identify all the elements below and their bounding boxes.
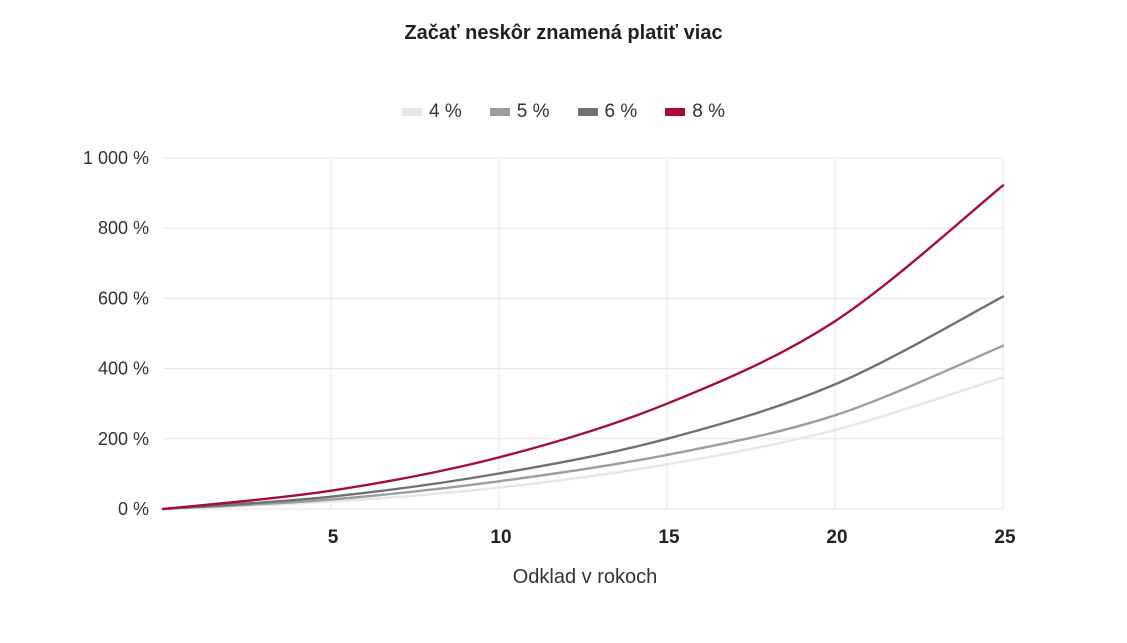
x-tick-label: 5 xyxy=(328,527,339,548)
series-lines xyxy=(161,184,1005,511)
x-tick-label: 25 xyxy=(994,527,1016,548)
series-line-3 xyxy=(161,184,1005,511)
legend-swatch-4 xyxy=(402,108,422,116)
legend-item-6[interactable]: 6 % xyxy=(577,101,638,123)
legend-label-4: 4 % xyxy=(429,101,462,122)
y-tick-label: 600 % xyxy=(98,288,149,308)
legend-item-5[interactable]: 5 % xyxy=(489,101,550,123)
series-line-1 xyxy=(161,344,1005,511)
legend-swatch-6 xyxy=(577,108,598,116)
y-tick-label: 200 % xyxy=(98,429,149,449)
legend-label-8: 8 % xyxy=(692,101,725,122)
legend-label-5: 5 % xyxy=(516,101,550,122)
y-tick-label: 800 % xyxy=(98,218,149,238)
grid xyxy=(163,157,1004,510)
x-tick-label: 10 xyxy=(490,527,511,548)
series-line-2 xyxy=(161,295,1005,511)
chart-title: Začať neskôr znamená platiť viac xyxy=(404,22,723,44)
legend-swatch-5 xyxy=(489,108,510,116)
y-tick-label: 400 % xyxy=(98,359,149,379)
x-axis: 5 10 15 20 25 xyxy=(328,527,1016,548)
legend-item-8[interactable]: 8 % xyxy=(665,101,725,123)
legend-label-6: 6 % xyxy=(604,101,638,122)
x-axis-label: Odklad v rokoch xyxy=(512,566,658,588)
legend: 4 % 5 % 6 % 8 % xyxy=(0,101,1127,123)
legend-item-4[interactable]: 4 % xyxy=(402,101,462,123)
x-tick-label: 15 xyxy=(658,527,680,548)
legend-swatch-8 xyxy=(665,108,686,116)
y-tick-label: 0 % xyxy=(118,499,149,519)
x-tick-label: 20 xyxy=(826,527,847,548)
y-axis: 0 % 200 % 400 % 600 % 800 % 1 000 % xyxy=(83,148,149,519)
series-line-0 xyxy=(161,376,1005,511)
y-tick-label: 1 000 % xyxy=(83,148,149,168)
